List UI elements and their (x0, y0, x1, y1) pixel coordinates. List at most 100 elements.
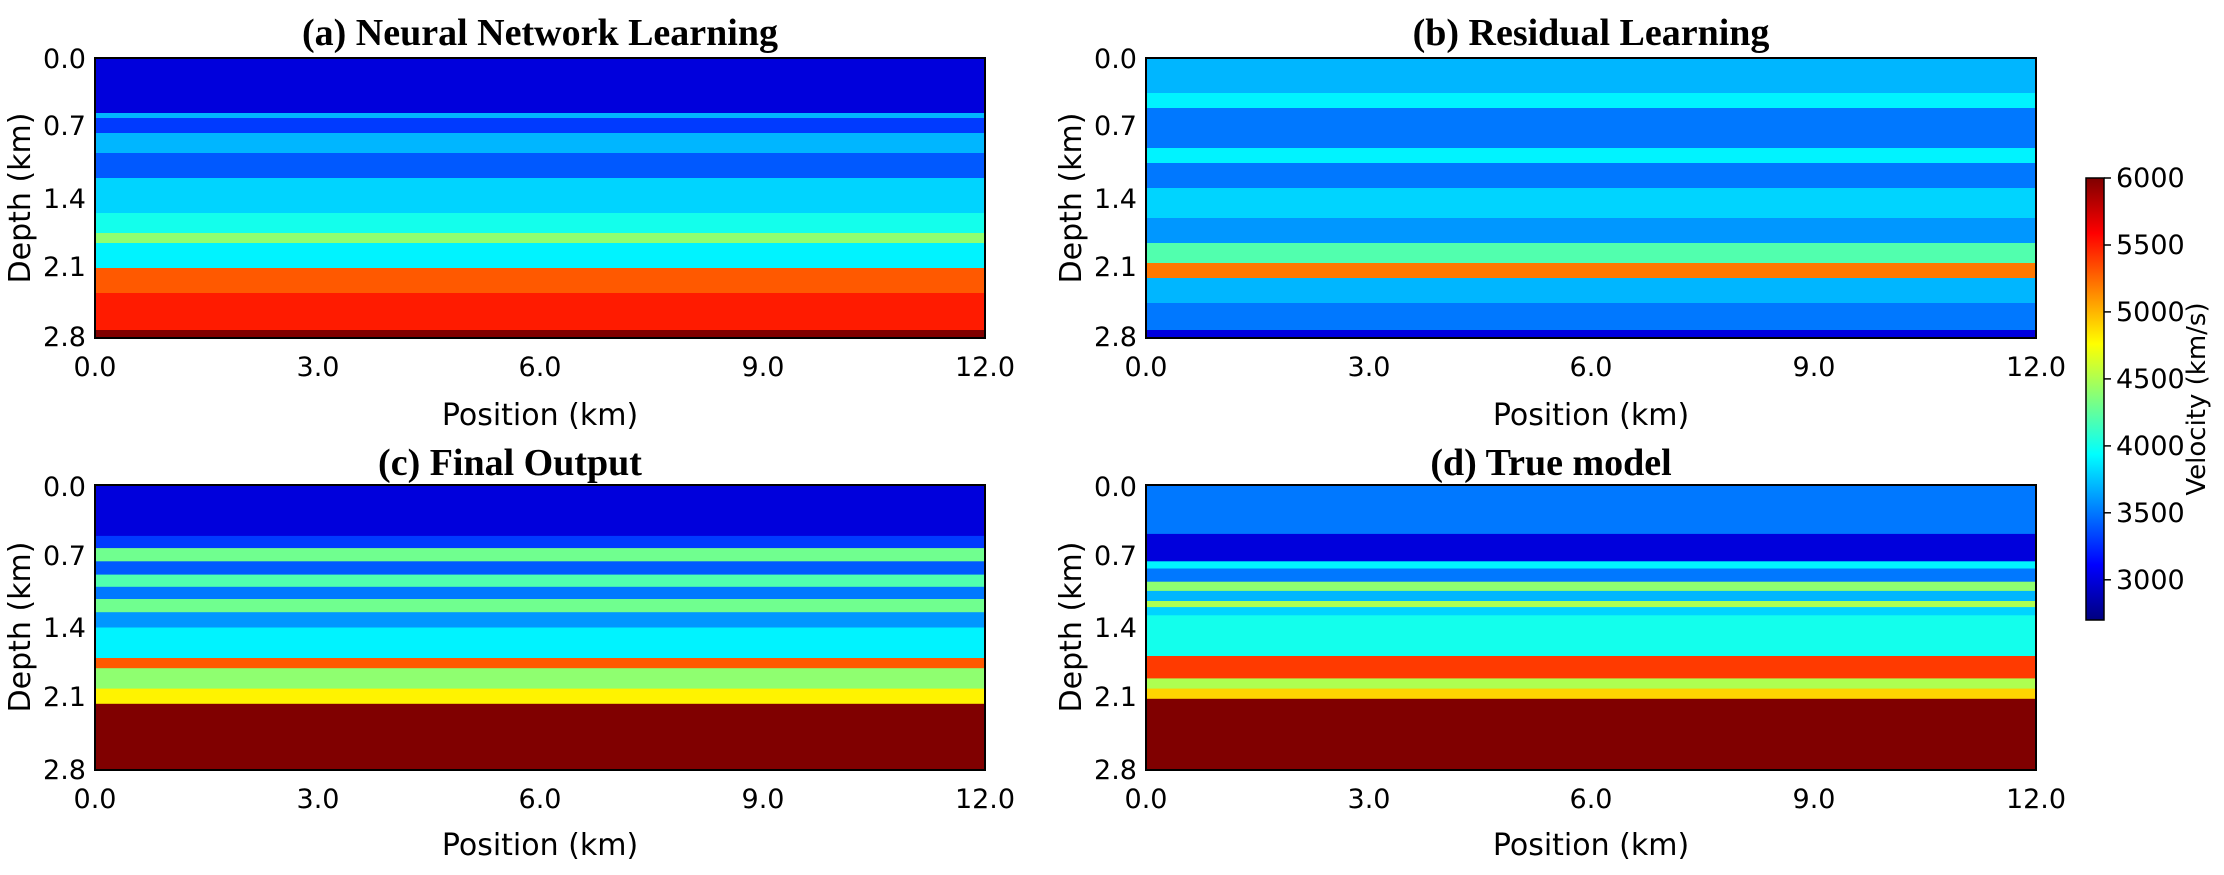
xtick-label: 0.0 (1125, 784, 1168, 815)
velocity-layer (95, 58, 985, 114)
xtick-label: 3.0 (297, 352, 340, 383)
velocity-layer (95, 118, 985, 134)
xtick-label: 6.0 (519, 784, 562, 815)
velocity-layer (95, 561, 985, 576)
velocity-layer (1146, 601, 2036, 608)
panel-a-xticks: 0.0 3.0 6.0 9.0 12.0 (74, 352, 1016, 383)
xtick-label: 3.0 (1348, 784, 1391, 815)
velocity-layer (95, 658, 985, 669)
ytick-label: 0.0 (43, 44, 86, 75)
xtick-label: 3.0 (1348, 352, 1391, 383)
panel-d-frame (1145, 484, 2037, 771)
velocity-layer (1146, 533, 2036, 562)
panel-d-yticks: 0.0 0.7 1.4 2.1 2.8 (1094, 472, 1137, 786)
xtick-label: 12.0 (955, 352, 1015, 383)
xtick-label: 9.0 (1793, 784, 1836, 815)
velocity-layer (95, 535, 985, 549)
ytick-label: 2.1 (1094, 252, 1137, 283)
panel-c-frame (94, 484, 986, 771)
velocity-layer (1146, 678, 2036, 690)
velocity-layer (1146, 303, 2036, 331)
xtick-label: 12.0 (2006, 784, 2066, 815)
colorbar-tick-label: 6000 (2116, 163, 2185, 194)
colorbar-tick-label: 5500 (2116, 230, 2185, 261)
panel-c-heatmap (95, 485, 985, 770)
panel-d-title: (d) True model (1430, 442, 1671, 484)
panel-d-xlabel: Position (km) (1493, 828, 1689, 863)
velocity-layer (1146, 188, 2036, 219)
ytick-label: 1.4 (43, 613, 86, 644)
xtick-label: 12.0 (2006, 352, 2066, 383)
velocity-layer (95, 703, 985, 770)
panel-a-yticks: 0.0 0.7 1.4 2.1 2.8 (43, 44, 86, 353)
velocity-layer (95, 612, 985, 629)
ytick-label: 2.1 (43, 252, 86, 283)
ytick-label: 0.0 (1094, 44, 1137, 75)
velocity-layer (95, 268, 985, 294)
velocity-layer (95, 586, 985, 600)
xtick-label: 3.0 (297, 784, 340, 815)
panel-a-ylabel: Depth (km) (3, 113, 38, 284)
xtick-label: 6.0 (1570, 784, 1613, 815)
xtick-label: 0.0 (74, 352, 117, 383)
ytick-label: 2.1 (1094, 682, 1137, 713)
panel-a-heatmap (95, 58, 985, 338)
panel-c-xticks: 0.0 3.0 6.0 9.0 12.0 (74, 784, 1016, 815)
panel-a-title: (a) Neural Network Learning (302, 12, 778, 54)
velocity-layer (95, 574, 985, 588)
colorbar-tick-label: 5000 (2116, 297, 2185, 328)
ytick-label: 2.8 (43, 322, 86, 353)
velocity-layer (95, 178, 985, 214)
xtick-label: 9.0 (1793, 352, 1836, 383)
velocity-layer (1146, 108, 2036, 149)
velocity-layer (95, 113, 985, 119)
velocity-layer (1146, 581, 2036, 592)
colorbar-tick-label: 4000 (2116, 431, 2185, 462)
ytick-label: 0.0 (1094, 472, 1137, 503)
ytick-label: 0.7 (43, 541, 86, 572)
velocity-layer (1146, 568, 2036, 583)
panel-c: (c) Final Output 0.0 0.7 1.4 2.1 2.8 0.0… (3, 442, 1015, 863)
ytick-label: 1.4 (43, 184, 86, 215)
velocity-layer (1146, 148, 2036, 164)
ytick-label: 0.0 (43, 472, 86, 503)
velocity-layer (1146, 263, 2036, 279)
panel-d-ylabel: Depth (km) (1054, 542, 1089, 713)
velocity-layer (95, 688, 985, 705)
ytick-label: 1.4 (1094, 613, 1137, 644)
ytick-label: 2.8 (43, 755, 86, 786)
panel-b-xlabel: Position (km) (1493, 398, 1689, 433)
velocity-layer (1146, 278, 2036, 304)
velocity-layer (95, 330, 985, 338)
colorbar-label: Velocity (km/s) (2182, 302, 2212, 495)
ytick-label: 0.7 (43, 111, 86, 142)
panel-b-heatmap (1146, 58, 2036, 338)
velocity-layer (1146, 93, 2036, 109)
panel-a: (a) Neural Network Learning 0.0 0.7 1.4 … (3, 12, 1015, 433)
velocity-layer (1146, 218, 2036, 244)
xtick-label: 0.0 (1125, 352, 1168, 383)
velocity-layer (95, 599, 985, 613)
ytick-label: 2.8 (1094, 322, 1137, 353)
velocity-layer (1146, 698, 2036, 770)
panel-b-frame (1145, 57, 2037, 339)
velocity-layer (1146, 607, 2036, 616)
colorbar: 6000 5500 5000 4500 4000 3500 3000 Velocity (k… (2085, 163, 2212, 621)
velocity-layer (95, 233, 985, 244)
xtick-label: 9.0 (742, 784, 785, 815)
velocity-layer (1146, 163, 2036, 189)
colorbar-tick-label: 3500 (2116, 498, 2185, 529)
panel-d-xticks: 0.0 3.0 6.0 9.0 12.0 (1125, 784, 2067, 815)
colorbar-ticks: 6000 5500 5000 4500 4000 3500 3000 (2104, 163, 2185, 596)
velocity-layer (95, 627, 985, 659)
velocity-layer (1146, 688, 2036, 700)
xtick-label: 0.0 (74, 784, 117, 815)
ytick-label: 0.7 (1094, 541, 1137, 572)
velocity-layer (95, 293, 985, 331)
velocity-layer (1146, 330, 2036, 338)
velocity-layer (95, 485, 985, 537)
colorbar-tick-label: 4500 (2116, 364, 2185, 395)
panel-c-ylabel: Depth (km) (3, 542, 38, 713)
colorbar-gradient (2085, 177, 2105, 621)
